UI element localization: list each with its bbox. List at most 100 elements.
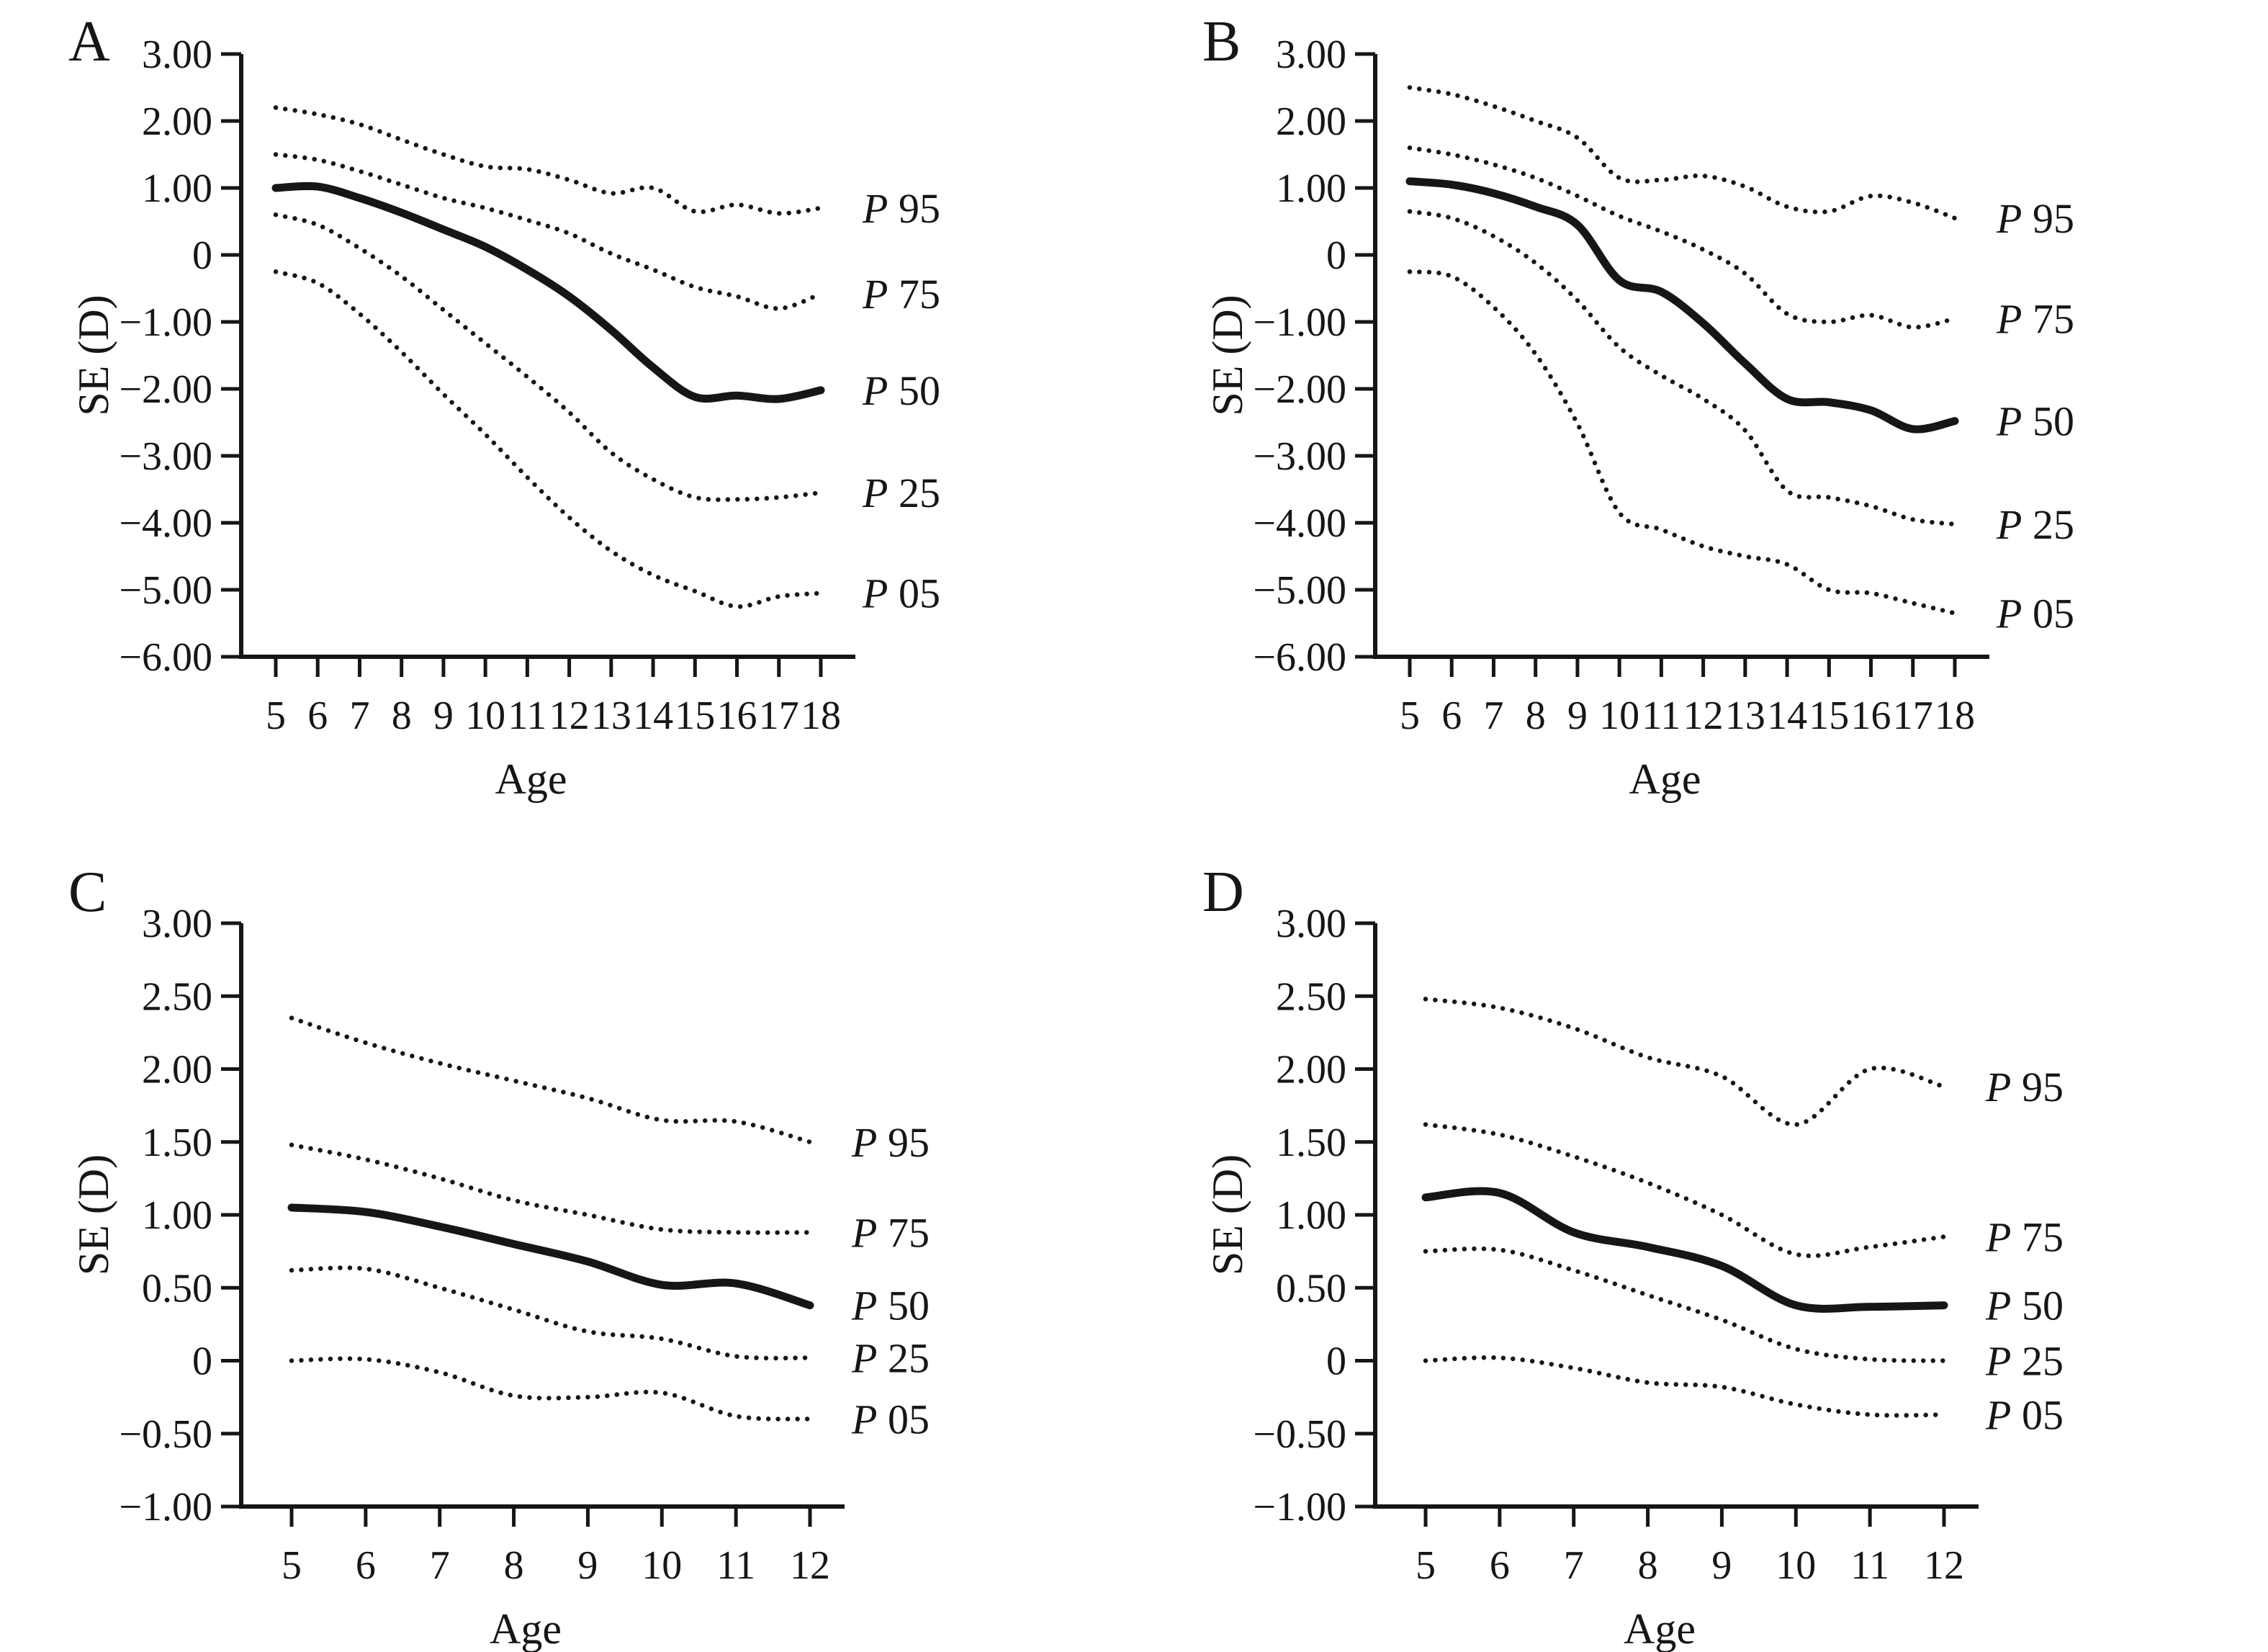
curve-p75 — [289, 1142, 813, 1235]
curve-p50 — [271, 181, 825, 403]
x-tick-label: 7 — [430, 1543, 450, 1588]
curve-p95 — [1423, 997, 1947, 1127]
chart-panel-b: 3.00 2.00 1.00 0 −1.00 −2.00 −3.00 −4.00 −5.00 −6… — [1204, 32, 2074, 803]
series-label-p05: P 05 — [1985, 1391, 2064, 1438]
x-tick-label: 17 — [759, 693, 799, 738]
curve-p95 — [289, 1015, 813, 1145]
series-label-p75: P 75 — [862, 271, 940, 318]
y-tick-label: 3.00 — [1276, 32, 1346, 77]
series-label-p25: P 25 — [1985, 1338, 2064, 1385]
y-tick-label: −1.00 — [119, 300, 212, 345]
x-tick-label: 14 — [633, 693, 673, 738]
y-tick-label: 1.00 — [142, 166, 212, 211]
x-tick-label: 10 — [1599, 693, 1639, 738]
curve-p25 — [289, 1265, 813, 1361]
series-label-p75: P 75 — [1996, 295, 2074, 342]
curve-p75 — [1407, 145, 1958, 330]
panel-b: B 3.00 2.00 1.00 0 −1.00 −2.00 −3.00 −4.00 −5.00… — [1134, 0, 2268, 826]
x-tick-label: 6 — [1490, 1543, 1510, 1588]
y-tick-label: −1.00 — [1253, 300, 1346, 345]
y-axis-title: SE (D) — [1204, 1154, 1251, 1275]
y-tick-label: 3.00 — [1276, 902, 1346, 946]
series-label-p05: P 05 — [851, 1396, 930, 1443]
curve-p50 — [287, 1203, 814, 1310]
y-tick-label: 0.50 — [142, 1266, 212, 1311]
x-tick-label: 11 — [1642, 693, 1680, 738]
y-tick-label: −1.00 — [119, 1485, 212, 1530]
y-tick-label: −6.00 — [119, 635, 212, 680]
x-tick-label: 13 — [1725, 693, 1765, 738]
y-tick-label: −0.50 — [1253, 1412, 1346, 1457]
y-tick-label: 1.50 — [142, 1121, 212, 1165]
x-tick-label: 9 — [433, 693, 454, 738]
x-tick-label: 16 — [717, 693, 757, 738]
panel-letter-d: D — [1202, 861, 1244, 924]
y-tick-label: 2.50 — [142, 974, 212, 1019]
y-tick-label: −0.50 — [119, 1412, 212, 1457]
y-tick-label: 2.00 — [1276, 1048, 1346, 1092]
x-axis-title: Age — [1629, 755, 1701, 803]
x-axis-title: Age — [490, 1605, 562, 1652]
y-tick-label: 0.50 — [1276, 1266, 1346, 1311]
curve-p75 — [1423, 1122, 1947, 1259]
series-label-p95: P 95 — [862, 185, 940, 232]
y-tick-label: 2.00 — [142, 99, 212, 144]
series-label-p05: P 05 — [1996, 591, 2074, 637]
chart-panel-c: 3.00 2.50 2.00 1.50 1.00 0.50 0 −0.50 −1.00 5 6 7 8 9… — [70, 902, 930, 1652]
x-tick-label: 6 — [356, 1543, 376, 1588]
x-tick-label: 10 — [465, 693, 505, 738]
y-tick-label: 0 — [192, 233, 212, 278]
curve-p50 — [1421, 1187, 1948, 1313]
x-axis-title: Age — [495, 755, 567, 803]
x-tick-label: 5 — [1400, 693, 1420, 738]
y-tick-label: 1.00 — [1276, 166, 1346, 211]
y-axis-title: SE (D) — [1204, 295, 1251, 416]
x-tick-label: 8 — [1638, 1543, 1658, 1588]
curve-p95 — [273, 105, 824, 216]
y-tick-label: −1.00 — [1253, 1485, 1346, 1530]
panel-letter-b: B — [1202, 10, 1241, 73]
x-tick-label: 7 — [349, 693, 369, 738]
y-tick-label: 3.00 — [142, 32, 212, 77]
series-label-p05: P 05 — [862, 570, 940, 617]
curve-p25 — [273, 212, 824, 503]
x-tick-label: 12 — [549, 693, 590, 738]
panel-d: D 3.00 2.50 2.00 1.50 1.00 0.50 0 −0.50 −1.00 5 6 7… — [1134, 826, 2268, 1652]
x-tick-label: 11 — [1850, 1543, 1889, 1588]
x-tick-label: 7 — [1483, 693, 1503, 738]
series-label-p75: P 75 — [1985, 1213, 2064, 1260]
y-tick-label: 2.50 — [1276, 974, 1346, 1019]
x-tick-label: 9 — [1567, 693, 1588, 738]
y-tick-label: −2.00 — [1253, 367, 1346, 412]
series-label-p25: P 25 — [851, 1334, 930, 1381]
x-tick-label: 13 — [591, 693, 631, 738]
panel-letter-c: C — [68, 861, 107, 924]
x-tick-label: 5 — [1416, 1543, 1436, 1588]
y-tick-label: 1.50 — [1276, 1121, 1346, 1165]
y-tick-label: −4.00 — [1253, 501, 1346, 546]
series-label-p25: P 25 — [1996, 501, 2074, 548]
curve-p05 — [1423, 1355, 1947, 1418]
chart-panel-a: 3.00 2.00 1.00 0 −1.00 −2.00 −3.00 −4.00 −5.00 −6… — [70, 32, 940, 803]
chart-panel-d: 3.00 2.50 2.00 1.50 1.00 0.50 0 −0.50 −1.00 5 6 7 8 9… — [1204, 902, 2064, 1652]
x-tick-label: 18 — [1935, 693, 1975, 738]
curve-p05 — [1407, 269, 1958, 616]
x-tick-label: 15 — [675, 693, 715, 738]
y-tick-label: 0 — [1326, 233, 1346, 278]
x-tick-label: 8 — [504, 1543, 524, 1588]
x-tick-label: 11 — [716, 1543, 755, 1588]
x-tick-label: 12 — [1924, 1543, 1964, 1588]
x-tick-label: 5 — [266, 693, 286, 738]
y-tick-label: −5.00 — [119, 568, 212, 613]
x-tick-label: 16 — [1851, 693, 1891, 738]
x-tick-label: 10 — [642, 1543, 682, 1588]
y-tick-label: −6.00 — [1253, 635, 1346, 680]
y-tick-label: −3.00 — [1253, 434, 1346, 479]
x-tick-label: 7 — [1564, 1543, 1584, 1588]
series-label-p75: P 75 — [851, 1209, 930, 1256]
x-tick-label: 14 — [1767, 693, 1807, 738]
y-tick-label: 1.00 — [1276, 1193, 1346, 1238]
x-tick-label: 17 — [1893, 693, 1933, 738]
y-axis-title: SE (D) — [70, 1154, 117, 1275]
y-tick-label: 0 — [192, 1339, 212, 1384]
